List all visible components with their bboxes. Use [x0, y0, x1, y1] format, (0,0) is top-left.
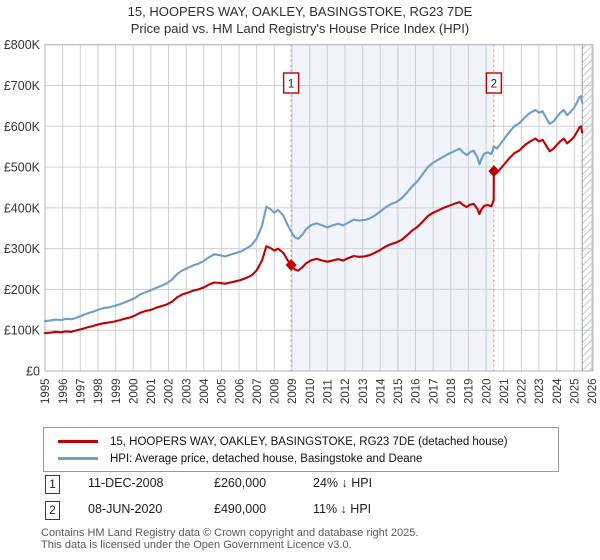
legend-label-price-paid: 15, HOOPERS WAY, OAKLEY, BASINGSTOKE, RG…	[110, 435, 508, 448]
sale-1-marker-badge: 1	[45, 475, 60, 494]
x-axis-tick-label: 2020	[481, 378, 493, 404]
y-axis-tick-label: £100K	[4, 324, 41, 338]
price-history-chart: £0 £100K £200K £300K £400K £500K £600K £700K £80…	[4, 38, 599, 404]
x-axis-tick-label: 2004	[199, 378, 211, 404]
chart-subtitle: Price paid vs. HM Land Registry's House …	[130, 21, 470, 36]
x-axis-tick-label: 2005	[217, 378, 229, 404]
footer-line-1: Contains HM Land Registry data © Crown c…	[41, 527, 419, 539]
hpi-line	[43, 95, 584, 323]
x-axis-tick-label: 2011	[322, 379, 334, 404]
x-axis-tick-label: 2018	[446, 378, 458, 404]
x-axis-tick-label: 2000	[128, 378, 140, 404]
price-paid-line-swatch	[58, 440, 98, 443]
y-axis-tick-label: £200K	[4, 283, 41, 297]
x-axis-tick-label: 2012	[340, 378, 352, 404]
plot-border	[44, 44, 594, 372]
x-axis-tick-label: 2001	[146, 378, 158, 404]
y-axis-tick-label: £600K	[4, 120, 41, 134]
chart-legend: 15, HOOPERS WAY, OAKLEY, BASINGSTOKE, RG…	[43, 427, 559, 472]
sale-annotation-row-2: 2 08-JUN-2020 £490,000 11% ↓ HPI	[0, 501, 600, 521]
x-axis-tick-label: 2014	[375, 378, 387, 404]
x-axis-tick-label: 2026	[587, 378, 599, 404]
x-axis-tick-label: 2024	[552, 378, 564, 404]
y-axis-tick-label: £400K	[4, 201, 41, 215]
y-axis-tick-label: £0	[26, 365, 40, 379]
y-axis-tick-label: £700K	[4, 79, 41, 93]
y-axis-tick-label: £500K	[4, 161, 41, 175]
x-axis-tick-label: 1999	[111, 378, 123, 404]
x-axis-tick-label: 2021	[499, 378, 511, 404]
sale-1-price: £260,000	[214, 476, 267, 490]
sale-marker-1	[285, 258, 297, 271]
sale-annotation-row-1: 1 11-DEC-2008 £260,000 24% ↓ HPI	[0, 475, 600, 495]
x-axis-tick-label: 2002	[164, 378, 176, 404]
sale-2-marker-badge: 2	[45, 501, 60, 520]
x-axis-tick-label: 2013	[358, 378, 370, 404]
sale-flag-2-number: 2	[491, 79, 497, 91]
legend-item-price-paid: 15, HOOPERS WAY, OAKLEY, BASINGSTOKE, RG…	[58, 433, 558, 450]
sale-flag-1-number: 1	[288, 79, 294, 91]
x-axis-tick-label: 2008	[270, 378, 282, 404]
license-footer: Contains HM Land Registry data © Crown c…	[41, 527, 581, 551]
x-axis-tick-label: 2022	[517, 378, 529, 404]
x-axis-tick-label: 1995	[40, 378, 52, 404]
x-axis-tick-label: 2010	[305, 378, 317, 404]
x-axis-tick-label: 2015	[393, 378, 405, 404]
sale-2-price: £490,000	[214, 502, 267, 516]
x-axis-tick-label: 1998	[93, 378, 105, 404]
sale-2-date: 08-JUN-2020	[88, 502, 163, 516]
x-axis-tick-label: 2023	[534, 378, 546, 404]
x-axis-tick-label: 2007	[252, 378, 264, 404]
x-axis-tick-label: 1996	[58, 378, 70, 404]
legend-item-hpi: HPI: Average price, detached house, Basi…	[58, 450, 558, 467]
legend-label-hpi: HPI: Average price, detached house, Basi…	[110, 452, 423, 465]
x-axis-tick-label: 2017	[428, 378, 440, 404]
price-paid-line	[43, 125, 584, 335]
x-axis-tick-label: 2003	[181, 378, 193, 404]
sale-flag-2	[485, 72, 503, 94]
sale-marker-2	[488, 165, 500, 178]
x-axis-tick-label: 2009	[287, 378, 299, 404]
x-axis-tick-label: 2019	[464, 378, 476, 404]
sale-flag-1	[282, 72, 300, 94]
hpi-line-swatch	[58, 457, 98, 460]
x-axis-tick-label: 2025	[569, 378, 581, 404]
sale-1-date: 11-DEC-2008	[88, 476, 164, 490]
y-axis-tick-label: £300K	[4, 242, 41, 256]
x-axis-tick-label: 2016	[411, 378, 423, 404]
footer-line-2: This data is licensed under the Open Gov…	[41, 538, 352, 551]
chart-title-address: 15, HOOPERS WAY, OAKLEY, BASINGSTOKE, RG…	[127, 4, 473, 19]
x-axis-tick-label: 1997	[75, 378, 87, 404]
sale-2-hpi-diff: 11% ↓ HPI	[313, 502, 372, 516]
x-axis-tick-label: 2006	[234, 378, 246, 404]
sale-1-hpi-diff: 24% ↓ HPI	[313, 476, 373, 490]
y-axis-tick-label: £800K	[4, 38, 41, 52]
